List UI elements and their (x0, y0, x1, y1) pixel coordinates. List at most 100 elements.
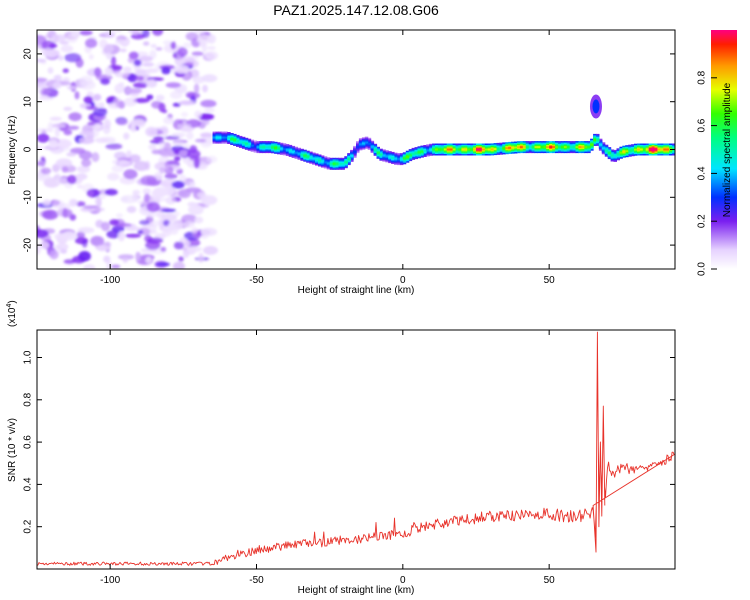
noise-blob (193, 157, 200, 169)
ridge-cell (467, 148, 471, 151)
ridge-cell (215, 136, 219, 139)
noise-blob (155, 262, 171, 267)
noise-blob (152, 136, 165, 141)
snr-plot-area (37, 330, 675, 569)
noise-blob (93, 93, 102, 101)
noise-blob (191, 51, 204, 56)
noise-blob (37, 161, 45, 166)
noise-blob (161, 230, 172, 237)
ridge-cell (552, 146, 556, 149)
figure-title: PAZ1.2025.147.12.08.G06 (273, 2, 439, 18)
ridge-cell (657, 148, 661, 151)
noise-blob (132, 30, 139, 36)
noise-blob (37, 144, 44, 151)
noise-blob (147, 223, 157, 232)
ridge-cell (511, 146, 515, 149)
x-tick-label: 0 (400, 575, 406, 586)
noise-blob (173, 211, 181, 217)
noise-blob (123, 97, 137, 107)
ridge-cell (391, 156, 395, 159)
noise-blob (42, 209, 59, 220)
ridge-cell (241, 141, 246, 144)
noise-blob (118, 254, 134, 260)
ridge-cell (660, 148, 664, 151)
noise-blob (172, 102, 181, 107)
noise-blob (194, 138, 207, 143)
noise-blob (181, 111, 189, 118)
noise-blob (172, 141, 185, 147)
noise-blob (81, 239, 88, 248)
ridge-cell (645, 148, 650, 151)
noise-blob (112, 159, 129, 165)
noise-blob (162, 40, 173, 45)
ridge-cell (514, 146, 518, 149)
noise-blob (200, 227, 218, 237)
ridge-cell (637, 148, 641, 151)
ridge-cell (593, 138, 597, 141)
ridge-cell (464, 148, 468, 151)
ridge-cell (572, 146, 577, 149)
ridge-cell (300, 153, 304, 156)
ridge-cell (581, 146, 585, 149)
snr-y-label: SNR (10 * v/v) (7, 418, 18, 482)
noise-blob (63, 106, 73, 111)
ridge-cell (546, 146, 550, 149)
noise-blob (169, 90, 183, 100)
noise-blob (155, 47, 163, 51)
noise-blob (200, 132, 213, 138)
noise-blob (137, 230, 144, 234)
ridge-cell (414, 152, 418, 155)
ridge-cell (318, 159, 322, 162)
noise-blob (77, 227, 95, 234)
noise-blob (161, 66, 171, 75)
ridge-cell (373, 148, 378, 151)
noise-blob (133, 161, 149, 171)
ridge-cell (218, 136, 222, 139)
ridge-cell (236, 139, 240, 142)
spectrogram-noise-region (37, 30, 219, 269)
noise-blob (192, 76, 205, 84)
ridge-cell (496, 147, 500, 150)
noise-blob (134, 75, 144, 82)
noise-blob (148, 144, 157, 150)
noise-blob (125, 88, 143, 94)
noise-blob (204, 107, 215, 113)
noise-blob (94, 67, 102, 77)
ridge-cell (323, 161, 328, 164)
noise-blob (173, 64, 190, 74)
snr-y-multiplier: (x104) (6, 300, 18, 327)
ridge-cell (382, 154, 386, 157)
ridge-cell (443, 148, 448, 151)
noise-blob (165, 196, 176, 205)
noise-blob (203, 245, 218, 255)
noise-blob (145, 240, 161, 250)
ridge-cell (320, 160, 325, 163)
colorbar-tick-label: 0.6 (697, 118, 708, 132)
noise-blob (167, 221, 179, 231)
noise-blob (135, 51, 149, 57)
noise-blob (78, 251, 91, 262)
ridge-cell (666, 148, 670, 151)
ridge-cell (598, 143, 603, 146)
ridge-cell (315, 158, 319, 161)
y-tick-label: 20 (23, 48, 34, 60)
noise-blob (78, 136, 95, 145)
noise-blob (151, 188, 164, 199)
ridge-cell (385, 155, 389, 158)
noise-blob (107, 172, 120, 181)
noise-blob (133, 59, 142, 67)
ridge-cell (238, 140, 243, 143)
ridge-cell (631, 149, 635, 152)
ridge-cell (256, 146, 260, 149)
noise-blob (125, 233, 142, 238)
noise-blob (61, 166, 69, 173)
noise-blob (200, 195, 218, 206)
ridge-cell (423, 150, 427, 152)
noise-blob (83, 96, 94, 104)
noise-blob (146, 79, 157, 88)
ridge-cell (522, 146, 527, 149)
noise-blob (104, 43, 114, 53)
noise-blob (66, 152, 77, 157)
ridge-cell (601, 147, 606, 150)
noise-blob (123, 132, 130, 140)
